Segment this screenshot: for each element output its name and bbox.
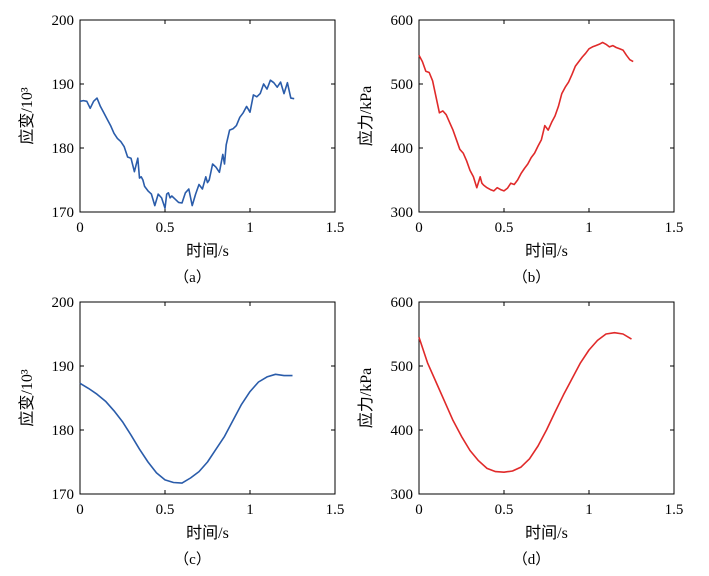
y-tick-label: 190 — [52, 77, 75, 93]
panel-caption: （d） — [513, 551, 551, 568]
x-tick-label: 1 — [585, 502, 593, 518]
x-tick-label: 0.5 — [495, 220, 514, 236]
x-tick-label: 0 — [415, 220, 423, 236]
chart-panel-c: 0 0.5 1 1.5 170 180 190 200 时间/s 应变/10³ （c） — [17, 295, 344, 568]
x-axis-label: 时间/s — [525, 524, 568, 542]
series-line — [79, 373, 293, 484]
plot-area-frame — [418, 19, 675, 213]
x-axis-label: 时间/s — [525, 242, 568, 260]
x-tick-label: 0 — [76, 220, 84, 236]
x-tick-label: 0.5 — [495, 502, 514, 518]
series-line — [418, 41, 634, 192]
x-tick-label: 1 — [585, 220, 593, 236]
panel-caption: （c） — [174, 551, 211, 568]
x-tick-label: 0 — [415, 502, 423, 518]
x-tick-label: 1.5 — [326, 502, 345, 518]
y-tick-label: 600 — [391, 295, 414, 311]
y-tick-label: 170 — [52, 205, 75, 221]
chart-panel-a: 0 0.5 1 1.5 170 180 190 200 时间/s 应变/10³ （a） — [17, 13, 344, 286]
y-tick-label: 400 — [391, 141, 414, 157]
x-tick-label: 0 — [76, 502, 84, 518]
x-tick-label: 1 — [246, 220, 254, 236]
y-tick-label: 170 — [52, 487, 75, 503]
y-axis-label: 应力/kPa — [356, 86, 375, 146]
y-tick-label: 180 — [52, 141, 75, 157]
y-axis-label: 应变/10³ — [17, 369, 36, 426]
panel-caption: （b） — [513, 269, 551, 286]
plot-area-frame — [418, 301, 675, 495]
chart-panel-d: 0 0.5 1 1.5 300 400 500 600 时间/s 应力/kPa （d） — [356, 295, 683, 568]
plot-area-frame — [79, 301, 336, 495]
y-tick-label: 600 — [391, 13, 414, 29]
y-tick-label: 180 — [52, 423, 75, 439]
series-line — [79, 79, 295, 209]
plot-area-frame — [79, 19, 336, 213]
x-tick-label: 1.5 — [665, 220, 684, 236]
y-tick-label: 300 — [391, 205, 414, 221]
x-tick-label: 0.5 — [156, 220, 175, 236]
y-tick-label: 190 — [52, 359, 75, 375]
y-tick-label: 500 — [391, 77, 414, 93]
y-tick-label: 400 — [391, 423, 414, 439]
x-axis-label: 时间/s — [186, 242, 229, 260]
series-line — [418, 331, 632, 474]
panel-caption: （a） — [174, 269, 211, 286]
y-tick-label: 500 — [391, 359, 414, 375]
chart-panel-b: 0 0.5 1 1.5 300 400 500 600 时间/s 应力/kPa （b） — [356, 13, 683, 286]
y-axis-label: 应力/kPa — [356, 368, 375, 428]
x-tick-label: 1.5 — [326, 220, 345, 236]
x-axis-label: 时间/s — [186, 524, 229, 542]
x-tick-label: 1.5 — [665, 502, 684, 518]
y-tick-label: 300 — [391, 487, 414, 503]
x-tick-label: 0.5 — [156, 502, 175, 518]
y-tick-label: 200 — [52, 295, 75, 311]
y-axis-label: 应变/10³ — [17, 87, 36, 144]
x-tick-label: 1 — [246, 502, 254, 518]
y-tick-label: 200 — [52, 13, 75, 29]
